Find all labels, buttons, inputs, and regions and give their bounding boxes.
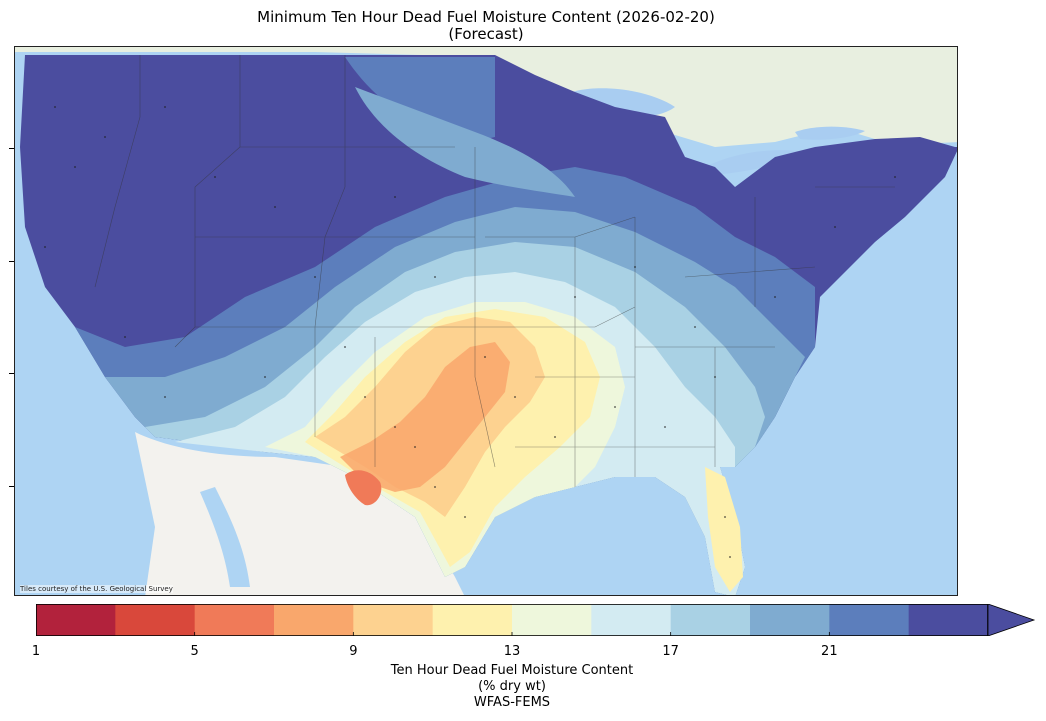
station-markers (44, 106, 896, 558)
colorbar-tick-label: 1 (31, 644, 41, 659)
colorbar-tick-label: 21 (821, 644, 838, 659)
colorbar-segment (750, 604, 830, 636)
colorbar-tick-label: 13 (503, 644, 521, 659)
colorbar-segment (194, 604, 275, 636)
colorbar-segment (274, 604, 354, 636)
mexico-land (135, 432, 464, 595)
colorbar-extend-arrow (987, 603, 1036, 637)
colorbar-tick-label: 17 (662, 644, 679, 659)
colorbar-tick-label: 9 (349, 644, 358, 659)
tile-credit: Tiles courtesy of the U.S. Geological Su… (20, 585, 173, 593)
y-axis-tick (9, 148, 14, 149)
colorbar (35, 603, 1036, 637)
fuel-moisture-map (15, 47, 957, 595)
colorbar-segment (670, 604, 751, 636)
gulf-of-california (200, 487, 250, 587)
colorbar-segment (512, 604, 592, 636)
map-panel[interactable]: Tiles courtesy of the U.S. Geological Su… (14, 46, 958, 596)
canada-land (15, 47, 957, 147)
lake-ontario (795, 126, 865, 140)
colorbar-segment (115, 604, 196, 636)
band-19-21-plains (355, 87, 575, 197)
colorbar-graphic (35, 603, 1036, 637)
colorbar-segment (353, 604, 434, 636)
colorbar-segment (908, 604, 989, 636)
map-title: Minimum Ten Hour Dead Fuel Moisture Cont… (257, 8, 715, 26)
band-7-9 (340, 342, 510, 492)
colorbar-segment (591, 604, 672, 636)
y-axis-tick (9, 261, 14, 262)
florida-11-13 (705, 467, 743, 592)
colorbar-tick-label: 5 (190, 644, 199, 659)
colorbar-label: Ten Hour Dead Fuel Moisture Content (390, 663, 634, 678)
map-subtitle: (Forecast) (448, 25, 524, 43)
band-5-7 (345, 470, 382, 506)
colorbar-segment (829, 604, 910, 636)
y-axis-tick (9, 486, 14, 487)
state-boundaries (94, 55, 895, 487)
colorbar-units: (% dry wt) (478, 679, 546, 694)
colorbar-segment (36, 604, 116, 636)
colorbar-source: WFAS-FEMS (473, 695, 551, 710)
colorbar-segment (432, 604, 513, 636)
band-21-23-north (345, 57, 495, 139)
y-axis-tick (9, 373, 14, 374)
